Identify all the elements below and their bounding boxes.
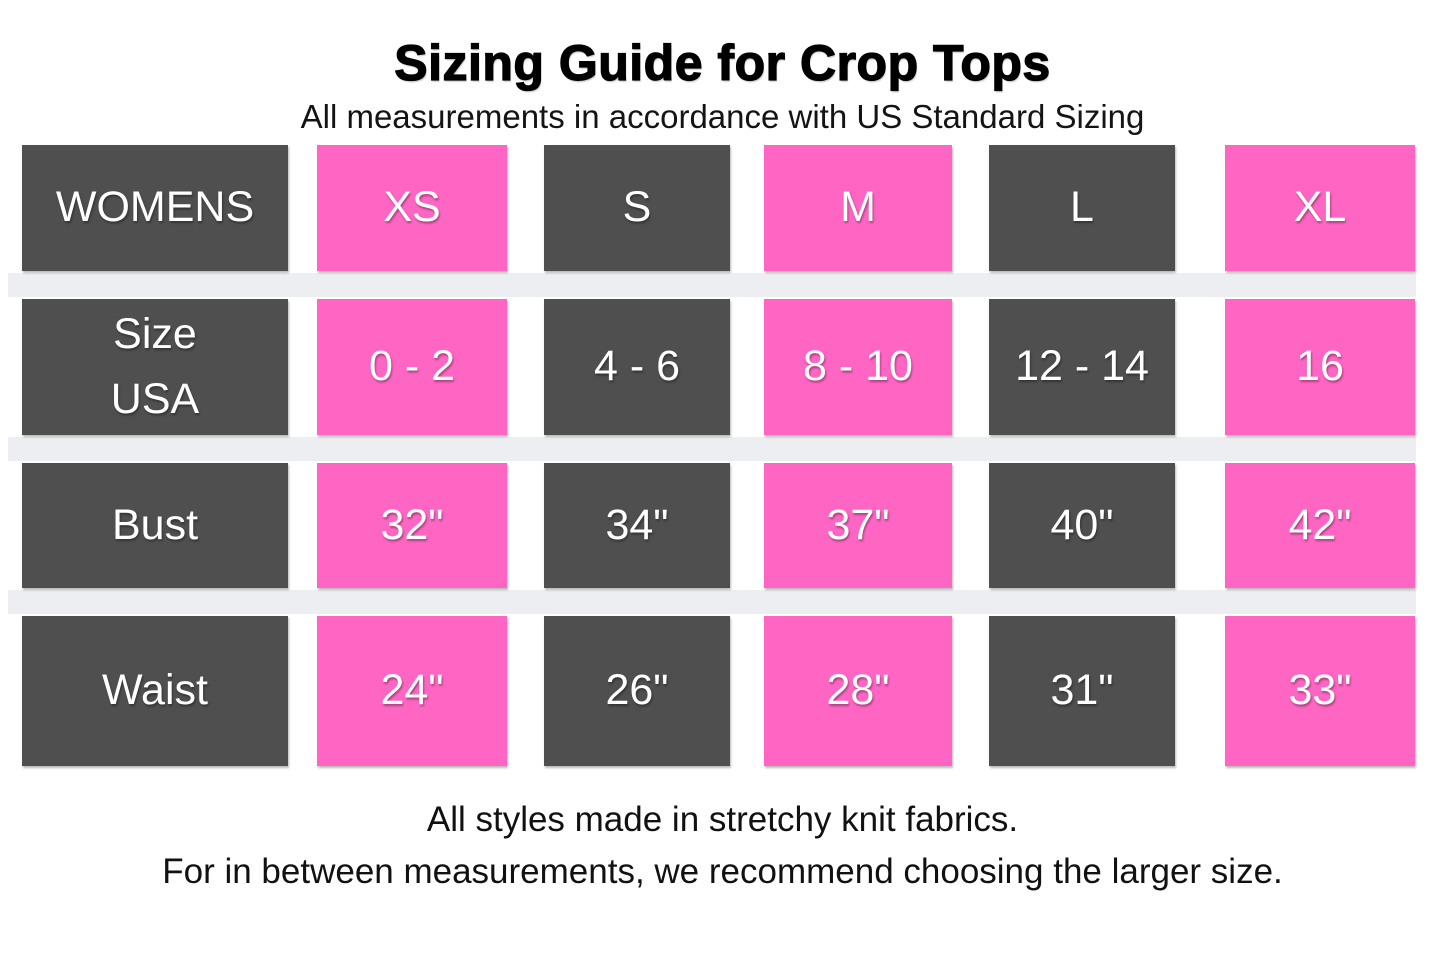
size-usa-cell-xs: 0 - 2 <box>317 299 507 435</box>
waist-cell-xs: 24" <box>317 616 507 766</box>
table-row-waist: Waist 24" 26" 28" 31" 33" <box>22 616 1415 766</box>
table-row-bust: Bust 32" 34" 37" 40" 42" <box>22 463 1415 588</box>
size-usa-cell-l: 12 - 14 <box>989 299 1175 435</box>
bust-cell-xl: 42" <box>1225 463 1415 588</box>
footer-notes: All styles made in stretchy knit fabrics… <box>0 794 1445 898</box>
size-usa-cell-m: 8 - 10 <box>764 299 952 435</box>
size-usa-cell-s: 4 - 6 <box>544 299 730 435</box>
header-cell-xl: XL <box>1225 145 1415 271</box>
header-cell-xs: XS <box>317 145 507 271</box>
row-separator <box>8 590 1416 614</box>
table-header-row: WOMENS XS S M L XL <box>22 145 1415 271</box>
sizing-guide-canvas: Sizing Guide for Crop Tops All measureme… <box>0 34 1445 963</box>
header-cell-womens: WOMENS <box>22 145 288 271</box>
size-table: WOMENS XS S M L XL Size USA 0 - 2 4 - 6 … <box>0 145 1445 766</box>
waist-cell-l: 31" <box>989 616 1175 766</box>
row-label-waist: Waist <box>22 616 288 766</box>
waist-cell-xl: 33" <box>1225 616 1415 766</box>
footer-line-2: For in between measurements, we recommen… <box>162 852 1283 891</box>
waist-cell-m: 28" <box>764 616 952 766</box>
waist-cell-s: 26" <box>544 616 730 766</box>
size-usa-cell-xl: 16 <box>1225 299 1415 435</box>
row-label-bust: Bust <box>22 463 288 588</box>
bust-cell-s: 34" <box>544 463 730 588</box>
footer-line-1: All styles made in stretchy knit fabrics… <box>426 800 1019 839</box>
row-separator <box>8 273 1416 297</box>
bust-cell-m: 37" <box>764 463 952 588</box>
row-label-size-usa: Size USA <box>22 299 288 435</box>
bust-cell-l: 40" <box>989 463 1175 588</box>
header-cell-l: L <box>989 145 1175 271</box>
page-title: Sizing Guide for Crop Tops <box>394 34 1051 91</box>
header-cell-m: M <box>764 145 952 271</box>
bust-cell-xs: 32" <box>317 463 507 588</box>
header-cell-s: S <box>544 145 730 271</box>
table-row-size-usa: Size USA 0 - 2 4 - 6 8 - 10 12 - 14 16 <box>22 299 1415 435</box>
row-separator <box>8 437 1416 461</box>
page-subtitle: All measurements in accordance with US S… <box>300 98 1145 135</box>
